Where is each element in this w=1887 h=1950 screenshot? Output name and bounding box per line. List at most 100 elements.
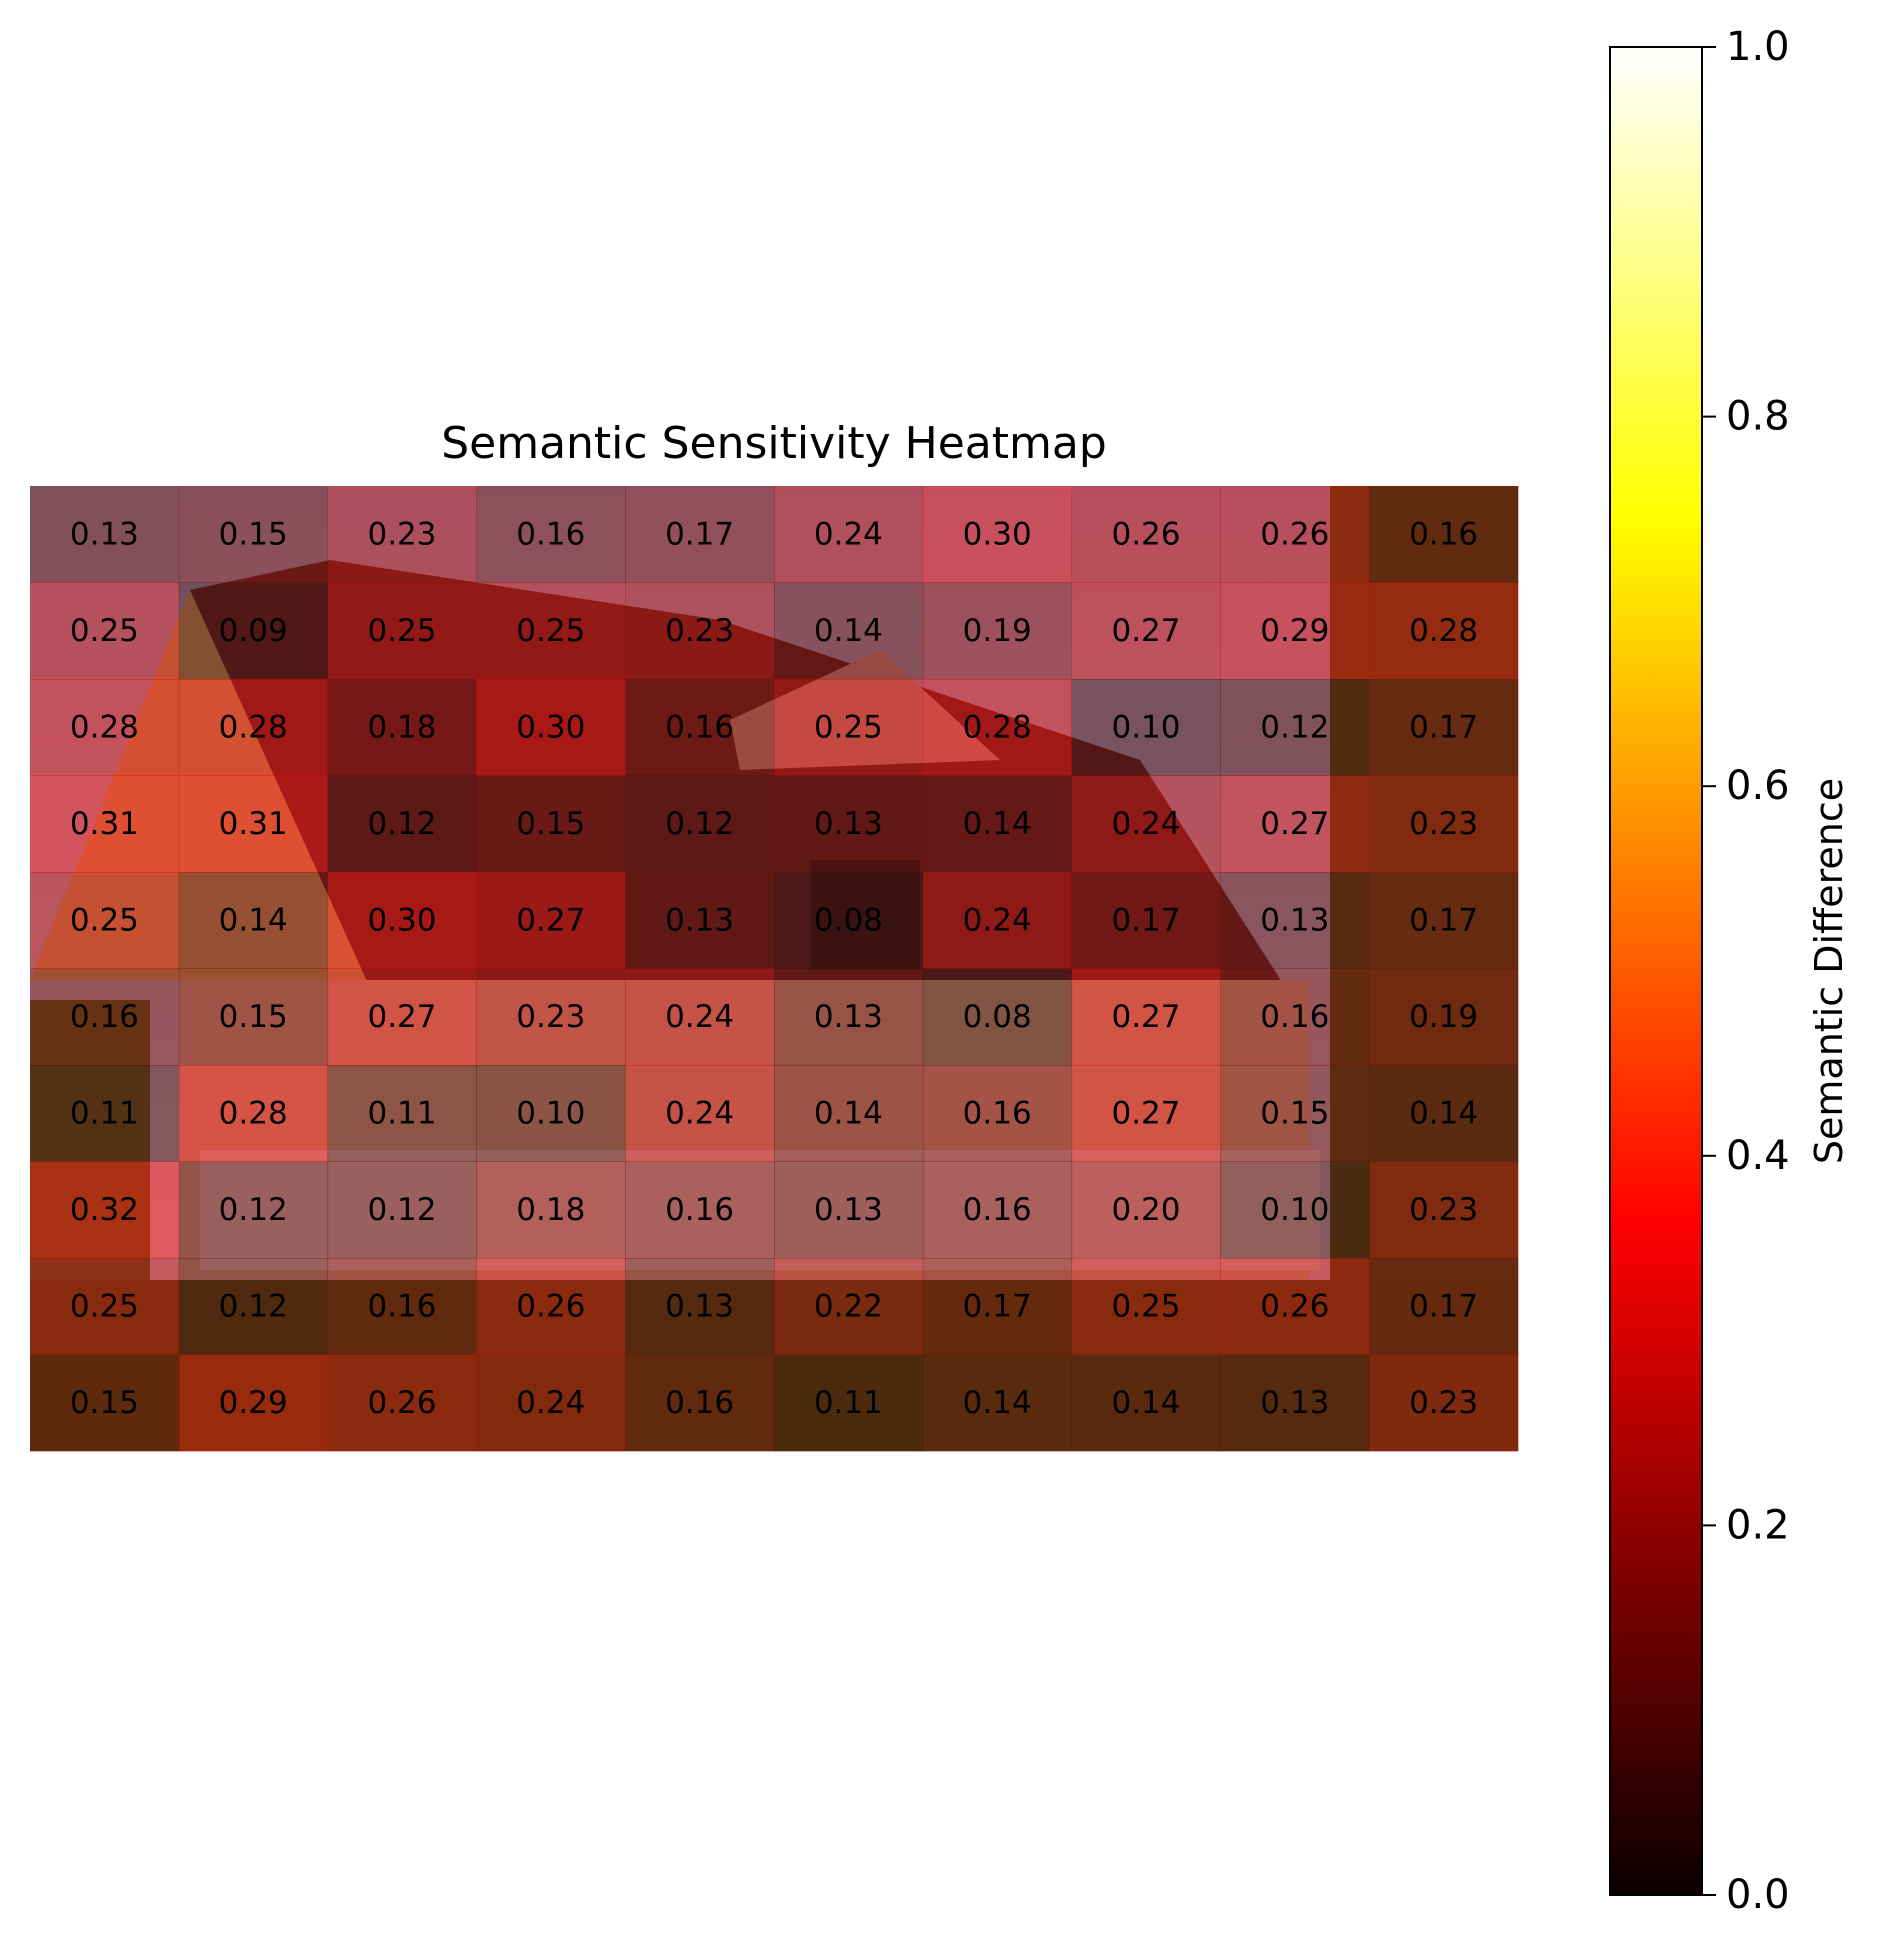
- heatmap-cell: [327, 775, 477, 873]
- cell-value-label: 0.23: [516, 999, 585, 1035]
- cell-value-label: 0.12: [665, 806, 734, 842]
- heatmap-cell-labels: 0.13 0.15 0.23 0.16 0.17 0.24 0.30 0.26 0.26 0.16…: [70, 516, 1478, 1421]
- heatmap-cell: [774, 1065, 924, 1162]
- heatmap-cell: [1071, 486, 1221, 583]
- heatmap-cell: [1369, 1065, 1519, 1162]
- cell-value-label: 0.16: [1260, 999, 1329, 1035]
- heatmap-cell: [625, 582, 775, 680]
- heatmap-cell: [327, 1258, 477, 1355]
- cell-value-label: 0.09: [219, 613, 288, 649]
- cell-value-label: 0.16: [367, 1288, 436, 1324]
- cell-value-label: 0.13: [1260, 1385, 1329, 1421]
- cell-value-label: 0.23: [665, 613, 734, 649]
- heatmap-cell: [178, 1258, 329, 1355]
- heatmap-cell: [178, 582, 329, 680]
- cell-value-label: 0.11: [70, 1095, 139, 1131]
- heatmap-cell: [774, 582, 924, 680]
- colorbar-tick-label: 0.4: [1726, 1133, 1790, 1179]
- cell-value-label: 0.15: [1260, 1095, 1329, 1131]
- heatmap-cell: [774, 486, 924, 583]
- cell-value-label: 0.23: [367, 516, 436, 552]
- heatmap-cell: [178, 872, 329, 969]
- cell-value-label: 0.18: [367, 709, 436, 745]
- cell-value-label: 0.26: [1260, 516, 1329, 552]
- cell-value-label: 0.10: [1111, 709, 1180, 745]
- cell-value-label: 0.14: [963, 1385, 1032, 1421]
- heatmap-cell: [774, 1161, 924, 1259]
- heatmap-cell: [30, 968, 180, 1066]
- cell-value-label: 0.22: [814, 1288, 883, 1324]
- heatmap-cell: [1071, 872, 1221, 969]
- heatmap-cell: [1220, 775, 1370, 873]
- heatmap-cell: [30, 775, 180, 873]
- cell-value-label: 0.26: [367, 1385, 436, 1421]
- cell-value-label: 0.19: [963, 613, 1032, 649]
- heatmap-cell: [625, 872, 775, 969]
- cell-value-label: 0.16: [1409, 516, 1478, 552]
- heatmap-cell: [327, 968, 477, 1066]
- heatmap-cell: [625, 679, 775, 776]
- cell-value-label: 0.24: [665, 999, 734, 1035]
- cell-value-label: 0.13: [1260, 902, 1329, 938]
- heatmap-cell: [1071, 968, 1221, 1066]
- heatmap-cell: [774, 968, 924, 1066]
- heatmap-cell: [1220, 968, 1370, 1066]
- cell-value-label: 0.14: [219, 902, 288, 938]
- heatmap-cell: [922, 1354, 1073, 1452]
- heatmap-cell: [1369, 582, 1519, 680]
- heatmap-cell: [30, 582, 180, 680]
- heatmap-cells: [30, 486, 1519, 1452]
- heatmap-cell: [1071, 775, 1221, 873]
- chart-title: Semantic Sensitivity Heatmap: [441, 418, 1107, 469]
- colorbar-tick-label: 0.6: [1726, 763, 1790, 809]
- heatmap-cell: [178, 1161, 329, 1259]
- cell-value-label: 0.15: [516, 806, 585, 842]
- cell-value-label: 0.13: [814, 1192, 883, 1228]
- heatmap-cell: [774, 1354, 924, 1452]
- cell-value-label: 0.24: [814, 516, 883, 552]
- cell-value-label: 0.19: [1409, 999, 1478, 1035]
- cell-value-label: 0.31: [219, 806, 288, 842]
- cell-value-label: 0.23: [1409, 1192, 1478, 1228]
- colorbar: 0.0 0.2 0.4 0.6 0.8 1.0 Semantic Difference: [1609, 24, 1851, 1918]
- cell-value-label: 0.16: [963, 1095, 1032, 1131]
- heatmap-cell: [625, 486, 775, 583]
- cell-value-label: 0.13: [665, 902, 734, 938]
- cell-value-label: 0.24: [963, 902, 1032, 938]
- heatmap-cell: [625, 1065, 775, 1162]
- heatmap-cell: [476, 968, 626, 1066]
- cell-value-label: 0.27: [1111, 613, 1180, 649]
- cell-value-label: 0.15: [219, 516, 288, 552]
- cell-value-label: 0.23: [1409, 806, 1478, 842]
- heatmap-cell: [178, 1354, 329, 1452]
- heatmap-cell: [178, 1065, 329, 1162]
- heatmap-cell: [1369, 968, 1519, 1066]
- cell-value-label: 0.17: [1111, 902, 1180, 938]
- cell-value-label: 0.25: [70, 1288, 139, 1324]
- cell-value-label: 0.17: [963, 1288, 1032, 1324]
- heatmap-cell: [922, 968, 1073, 1066]
- heatmap-cell: [327, 872, 477, 969]
- heatmap-cell: [1369, 1258, 1519, 1355]
- cell-value-label: 0.12: [219, 1288, 288, 1324]
- heatmap-cell: [1071, 679, 1221, 776]
- colorbar-label: Semantic Difference: [1807, 778, 1851, 1164]
- cell-value-label: 0.28: [70, 709, 139, 745]
- cell-value-label: 0.25: [367, 613, 436, 649]
- cell-value-label: 0.26: [1111, 516, 1180, 552]
- heatmap-cell: [1369, 1161, 1519, 1259]
- heatmap-cell: [922, 486, 1073, 583]
- heatmap-cell: [1369, 1354, 1519, 1452]
- cell-value-label: 0.11: [367, 1095, 436, 1131]
- heatmap-cell: [625, 1161, 775, 1259]
- cell-value-label: 0.14: [814, 1095, 883, 1131]
- cell-value-label: 0.10: [1260, 1192, 1329, 1228]
- heatmap-cell: [30, 1065, 180, 1162]
- heatmap-cell: [1369, 679, 1519, 776]
- heatmap-cell: [1071, 1161, 1221, 1259]
- cell-value-label: 0.12: [367, 1192, 436, 1228]
- heatmap-cell: [178, 486, 329, 583]
- cell-value-label: 0.26: [516, 1288, 585, 1324]
- cell-value-label: 0.24: [665, 1095, 734, 1131]
- heatmap-cell: [625, 1258, 775, 1355]
